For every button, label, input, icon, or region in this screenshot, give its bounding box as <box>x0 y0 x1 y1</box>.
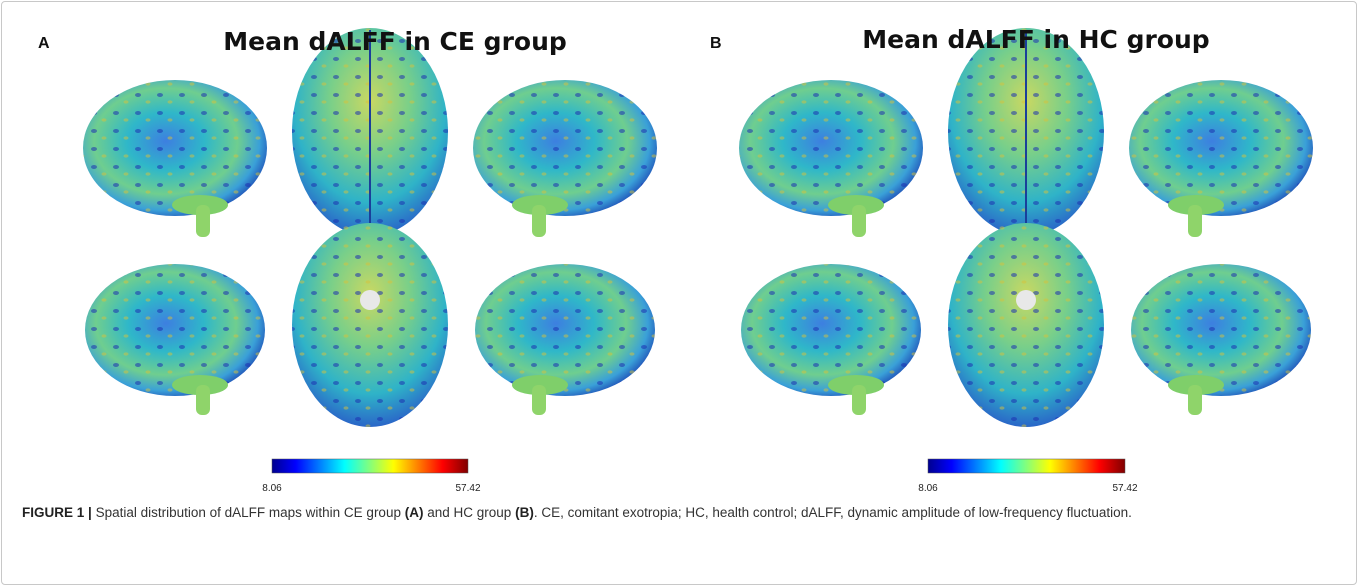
figure: A Mean dALFF in CE group 8.06 57.42 B Me… <box>38 25 1360 494</box>
panel-title: Mean dALFF in HC group <box>862 25 1209 54</box>
colorbar-min: 8.06 <box>262 483 282 494</box>
colorbar <box>927 458 1126 474</box>
panel-label: A <box>38 35 50 52</box>
caption-text: and HC group <box>427 505 512 520</box>
caption-text: . CE, comitant exotropia; HC, health con… <box>533 505 1132 520</box>
colorbar-max: 57.42 <box>455 483 480 494</box>
caption-text: Spatial distribution of dALFF maps withi… <box>95 505 401 520</box>
colorbar-max: 57.42 <box>1112 483 1137 494</box>
caption-label: FIGURE 1 | <box>22 505 92 520</box>
panel-b: B Mean dALFF in HC group 8.06 57.42 <box>710 25 1313 494</box>
caption-ref: (A) <box>404 505 424 520</box>
colorbar <box>271 458 469 474</box>
panel-a: A Mean dALFF in CE group 8.06 57.42 <box>38 27 657 494</box>
brain-renderings <box>83 28 657 427</box>
panel-title: Mean dALFF in CE group <box>223 27 567 56</box>
panel-label: B <box>710 35 722 52</box>
caption-ref: (B) <box>515 505 534 520</box>
figure-caption: FIGURE 1 | Spatial distribution of dALFF… <box>22 502 1332 523</box>
brain-renderings <box>739 28 1313 427</box>
colorbar-min: 8.06 <box>918 483 938 494</box>
